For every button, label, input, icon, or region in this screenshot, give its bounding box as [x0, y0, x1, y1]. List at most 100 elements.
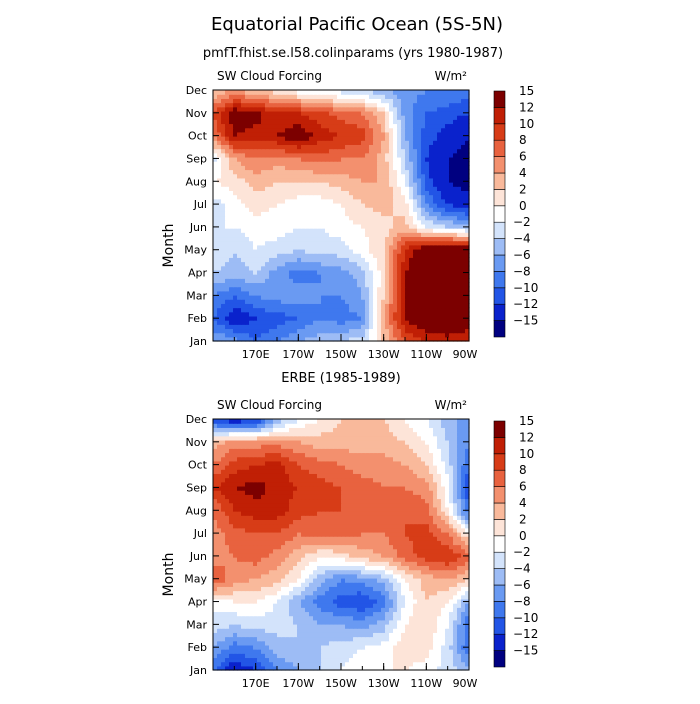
- heatmap-cell: [449, 207, 454, 212]
- heatmap-cell: [233, 632, 238, 637]
- heatmap-cell: [421, 616, 426, 621]
- heatmap-cell: [345, 224, 350, 229]
- heatmap-cell: [229, 599, 234, 604]
- heatmap-cell: [237, 257, 242, 262]
- heatmap-cell: [333, 266, 338, 271]
- heatmap-cell: [321, 203, 326, 208]
- heatmap-cell: [389, 611, 394, 616]
- heatmap-cell: [305, 161, 310, 166]
- heatmap-cell: [369, 262, 374, 267]
- heatmap-cell: [369, 249, 374, 254]
- heatmap-cell: [393, 320, 398, 325]
- heatmap-cell: [353, 90, 358, 95]
- heatmap-cell: [409, 274, 414, 279]
- heatmap-cell: [389, 645, 394, 650]
- heatmap-cell: [257, 624, 262, 629]
- heatmap-cell: [365, 241, 370, 246]
- heatmap-cell: [265, 165, 270, 170]
- heatmap-cell: [241, 161, 246, 166]
- heatmap-cell: [453, 199, 458, 204]
- heatmap-cell: [285, 232, 290, 237]
- heatmap-cell: [349, 169, 354, 174]
- heatmap-cell: [229, 203, 234, 208]
- heatmap-cell: [241, 115, 246, 120]
- heatmap-cell: [445, 224, 450, 229]
- heatmap-cell: [321, 653, 326, 658]
- heatmap-cell: [313, 632, 318, 637]
- heatmap-cell: [229, 228, 234, 233]
- heatmap-cell: [357, 641, 362, 646]
- heatmap-cell: [353, 169, 358, 174]
- heatmap-cell: [429, 103, 434, 108]
- heatmap-cell: [421, 657, 426, 662]
- heatmap-cell: [417, 282, 422, 287]
- heatmap-cell: [397, 253, 402, 258]
- heatmap-cell: [405, 620, 410, 625]
- heatmap-cell: [393, 203, 398, 208]
- heatmap-cell: [293, 324, 298, 329]
- heatmap-cell: [449, 182, 454, 187]
- heatmap-cell: [333, 98, 338, 103]
- heatmap-cell: [461, 320, 466, 325]
- heatmap-cell: [437, 333, 442, 338]
- heatmap-cell: [333, 645, 338, 650]
- heatmap-cell: [309, 299, 314, 304]
- heatmap-cell: [277, 245, 282, 250]
- heatmap-cell: [425, 274, 430, 279]
- heatmap-cell: [409, 287, 414, 292]
- heatmap-cell: [285, 303, 290, 308]
- heatmap-cell: [441, 628, 446, 633]
- heatmap-cell: [461, 653, 466, 658]
- heatmap-cell: [301, 165, 306, 170]
- heatmap-cell: [421, 649, 426, 654]
- heatmap-cell: [305, 303, 310, 308]
- x-tick-label: 130W: [368, 348, 400, 361]
- heatmap-cell: [349, 607, 354, 612]
- heatmap-cell: [245, 641, 250, 646]
- heatmap-cell: [309, 220, 314, 225]
- heatmap-cell: [321, 603, 326, 608]
- heatmap-cell: [225, 628, 230, 633]
- heatmap-cell: [265, 199, 270, 204]
- heatmap-cell: [401, 303, 406, 308]
- heatmap-cell: [401, 216, 406, 221]
- heatmap-cell: [257, 123, 262, 128]
- heatmap-cell: [461, 611, 466, 616]
- heatmap-cell: [437, 328, 442, 333]
- heatmap-cell: [325, 161, 330, 166]
- heatmap-cell: [369, 211, 374, 216]
- heatmap-cell: [333, 103, 338, 108]
- heatmap-cell: [429, 295, 434, 300]
- heatmap-cell: [381, 616, 386, 621]
- heatmap-cell: [389, 111, 394, 116]
- heatmap-cell: [345, 195, 350, 200]
- heatmap-cell: [437, 603, 442, 608]
- heatmap-cell: [353, 628, 358, 633]
- heatmap-cell: [393, 186, 398, 191]
- heatmap-cell: [393, 278, 398, 283]
- heatmap-cell: [397, 228, 402, 233]
- heatmap-cell: [229, 107, 234, 112]
- heatmap-cell: [289, 157, 294, 162]
- heatmap-cell: [305, 291, 310, 296]
- heatmap-cell: [393, 98, 398, 103]
- heatmap-cell: [333, 257, 338, 262]
- heatmap-cell: [325, 649, 330, 654]
- heatmap-cell: [461, 257, 466, 262]
- heatmap-cell: [369, 169, 374, 174]
- heatmap-cell: [437, 637, 442, 642]
- heatmap-cell: [413, 637, 418, 642]
- heatmap-cell: [457, 161, 462, 166]
- heatmap-cell: [413, 153, 418, 158]
- heatmap-cell: [417, 641, 422, 646]
- heatmap-cell: [369, 628, 374, 633]
- heatmap-cell: [257, 174, 262, 179]
- heatmap-cell: [265, 195, 270, 200]
- heatmap-cell: [261, 303, 266, 308]
- heatmap-cell: [281, 624, 286, 629]
- heatmap-cell: [229, 119, 234, 124]
- heatmap-cell: [345, 616, 350, 621]
- heatmap-cell: [245, 611, 250, 616]
- heatmap-cell: [313, 144, 318, 149]
- heatmap-cell: [325, 628, 330, 633]
